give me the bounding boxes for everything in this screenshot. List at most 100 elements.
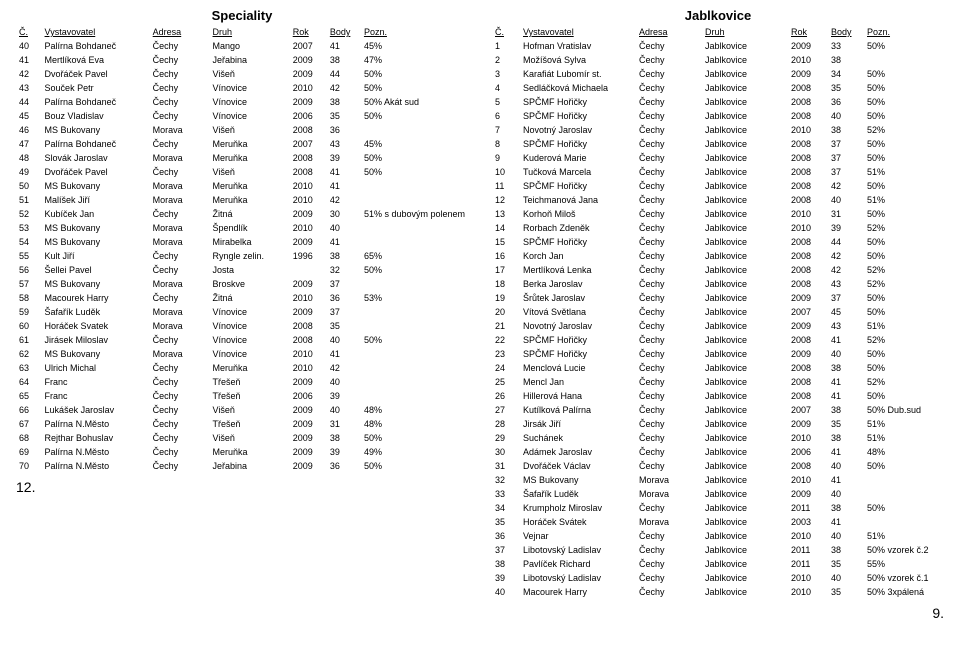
cell-vyst: SPČMF Hořičky <box>520 333 636 347</box>
cell-c: 31 <box>492 459 520 473</box>
table-row: 47Palírna BohdanečČechyMeruňka20074345% <box>16 137 468 151</box>
table-row: 54MS BukovanyMoravaMirabelka200941 <box>16 235 468 249</box>
cell-adr: Čechy <box>150 249 210 263</box>
cell-c: 24 <box>492 361 520 375</box>
table-row: 32MS BukovanyMoravaJablkovice201041 <box>492 473 944 487</box>
table-row: 37Libotovský LadislavČechyJablkovice2011… <box>492 543 944 557</box>
table-row: 16Korch JanČechyJablkovice20084250% <box>492 249 944 263</box>
cell-body: 37 <box>828 165 864 179</box>
cell-c: 59 <box>16 305 42 319</box>
cell-body: 41 <box>327 235 361 249</box>
cell-pozn: 50% <box>361 151 468 165</box>
cell-vyst: Jirásek Miloslav <box>42 333 150 347</box>
table-row: 1Hofman VratislavČechyJablkovice20093350… <box>492 39 944 53</box>
cell-rok: 2008 <box>788 459 828 473</box>
cell-body: 41 <box>828 445 864 459</box>
cell-body: 38 <box>327 431 361 445</box>
cell-body: 40 <box>828 487 864 501</box>
cell-druh: Broskve <box>210 277 290 291</box>
cell-pozn: 50% Akát sud <box>361 95 468 109</box>
cell-body: 41 <box>828 515 864 529</box>
right-column: Jablkovice Č. Vystavovatel Adresa Druh R… <box>492 8 944 621</box>
cell-rok: 2010 <box>788 571 828 585</box>
cell-pozn <box>361 389 468 403</box>
cell-c: 6 <box>492 109 520 123</box>
cell-vyst: Suchánek <box>520 431 636 445</box>
cell-rok: 2009 <box>788 39 828 53</box>
cell-vyst: Menclová Lucie <box>520 361 636 375</box>
cell-body: 45 <box>828 305 864 319</box>
cell-c: 29 <box>492 431 520 445</box>
cell-rok: 2008 <box>290 123 327 137</box>
cell-c: 56 <box>16 263 42 277</box>
cell-pozn: 45% <box>361 39 468 53</box>
cell-pozn: 52% <box>864 123 944 137</box>
cell-rok: 2009 <box>290 305 327 319</box>
cell-adr: Čechy <box>636 501 702 515</box>
cell-body: 43 <box>828 277 864 291</box>
cell-vyst: Macourek Harry <box>520 585 636 599</box>
cell-rok: 2008 <box>290 165 327 179</box>
table-row: 50MS BukovanyMoravaMeruňka201041 <box>16 179 468 193</box>
cell-vyst: Dvořáček Václav <box>520 459 636 473</box>
hdr-c: Č. <box>492 25 520 39</box>
cell-druh: Ryngle zelin. <box>210 249 290 263</box>
cell-rok: 2010 <box>290 291 327 305</box>
cell-c: 10 <box>492 165 520 179</box>
cell-adr: Čechy <box>636 347 702 361</box>
cell-rok: 2008 <box>788 235 828 249</box>
cell-pozn: 50% <box>361 81 468 95</box>
cell-druh: Meruňka <box>210 193 290 207</box>
cell-vyst: Ulrich Michal <box>42 361 150 375</box>
cell-druh: Jablkovice <box>702 319 788 333</box>
cell-adr: Čechy <box>150 291 210 305</box>
cell-rok: 2009 <box>290 95 327 109</box>
cell-rok: 2010 <box>290 193 327 207</box>
cell-adr: Čechy <box>636 81 702 95</box>
cell-druh: Meruňka <box>210 151 290 165</box>
cell-vyst: Palírna N.Město <box>42 417 150 431</box>
cell-pozn <box>361 347 468 361</box>
cell-vyst: Franc <box>42 389 150 403</box>
cell-druh: Jablkovice <box>702 529 788 543</box>
table-row: 4Sedláčková MichaelaČechyJablkovice20083… <box>492 81 944 95</box>
table-row: 20Vítová SvětlanaČechyJablkovice20074550… <box>492 305 944 319</box>
cell-adr: Čechy <box>150 165 210 179</box>
cell-vyst: Libotovský Ladislav <box>520 571 636 585</box>
cell-adr: Čechy <box>150 207 210 221</box>
cell-body: 36 <box>327 291 361 305</box>
cell-body: 38 <box>828 53 864 67</box>
cell-adr: Morava <box>150 221 210 235</box>
cell-vyst: Jirsák Jiří <box>520 417 636 431</box>
table-row: 3Karafiát Lubomír st.ČechyJablkovice2009… <box>492 67 944 81</box>
cell-druh: Jablkovice <box>702 557 788 571</box>
cell-adr: Čechy <box>636 305 702 319</box>
cell-rok: 2009 <box>788 291 828 305</box>
table-row: 34Krumpholz MiroslavČechyJablkovice20113… <box>492 501 944 515</box>
cell-rok: 2009 <box>290 431 327 445</box>
cell-druh: Jablkovice <box>702 151 788 165</box>
cell-druh: Vínovice <box>210 347 290 361</box>
cell-druh: Višeň <box>210 431 290 445</box>
cell-vyst: Novotný Jaroslav <box>520 319 636 333</box>
cell-c: 14 <box>492 221 520 235</box>
cell-adr: Čechy <box>636 179 702 193</box>
cell-druh: Jablkovice <box>702 333 788 347</box>
cell-c: 7 <box>492 123 520 137</box>
cell-rok: 2010 <box>788 207 828 221</box>
cell-vyst: Bouz Vladislav <box>42 109 150 123</box>
cell-body: 41 <box>828 473 864 487</box>
hdr-c: Č. <box>16 25 42 39</box>
cell-vyst: Palírna N.Město <box>42 445 150 459</box>
cell-vyst: Hillerová Hana <box>520 389 636 403</box>
right-table: Č. Vystavovatel Adresa Druh Rok Body Poz… <box>492 25 944 599</box>
cell-vyst: Šellei Pavel <box>42 263 150 277</box>
cell-c: 35 <box>492 515 520 529</box>
cell-adr: Čechy <box>636 53 702 67</box>
cell-rok: 2007 <box>788 305 828 319</box>
table-row: 36VejnarČechyJablkovice20104051% <box>492 529 944 543</box>
cell-body: 31 <box>828 207 864 221</box>
cell-c: 46 <box>16 123 42 137</box>
cell-adr: Čechy <box>150 333 210 347</box>
cell-body: 39 <box>327 389 361 403</box>
